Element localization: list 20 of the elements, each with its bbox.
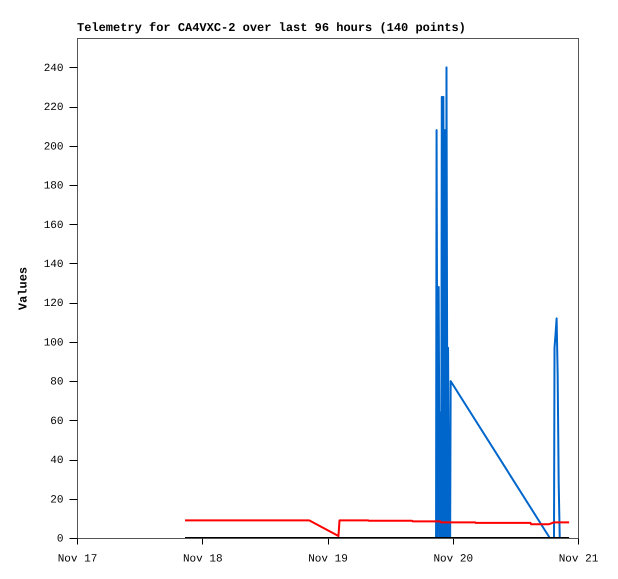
x-tick-label: Nov 21 — [558, 554, 599, 566]
y-tick-label: 60 — [50, 416, 64, 428]
y-tick-label: 40 — [50, 455, 64, 468]
y-tick-label: 200 — [44, 141, 64, 154]
x-tick-label: Nov 17 — [58, 554, 98, 566]
y-tick-label: 120 — [44, 298, 64, 310]
y-tick-label: 80 — [50, 376, 64, 389]
x-tick-label: Nov 19 — [308, 554, 348, 566]
y-tick-label: 220 — [44, 102, 64, 114]
y-tick-label: 20 — [50, 494, 64, 506]
y-tick-label: 140 — [44, 258, 64, 271]
x-tick-label: Nov 18 — [182, 554, 223, 566]
y-tick-label: 180 — [44, 180, 64, 193]
y-tick-label: 0 — [56, 534, 64, 546]
y-tick-label: 100 — [44, 337, 64, 350]
y-tick-label: 240 — [44, 62, 64, 75]
x-tick-label: Nov 20 — [433, 554, 474, 566]
chart-title: Telemetry for CA4VXC-2 over last 96 hours (140 points) — [77, 21, 466, 35]
y-axis-title: Values — [16, 266, 31, 310]
y-tick-label: 160 — [44, 220, 64, 232]
